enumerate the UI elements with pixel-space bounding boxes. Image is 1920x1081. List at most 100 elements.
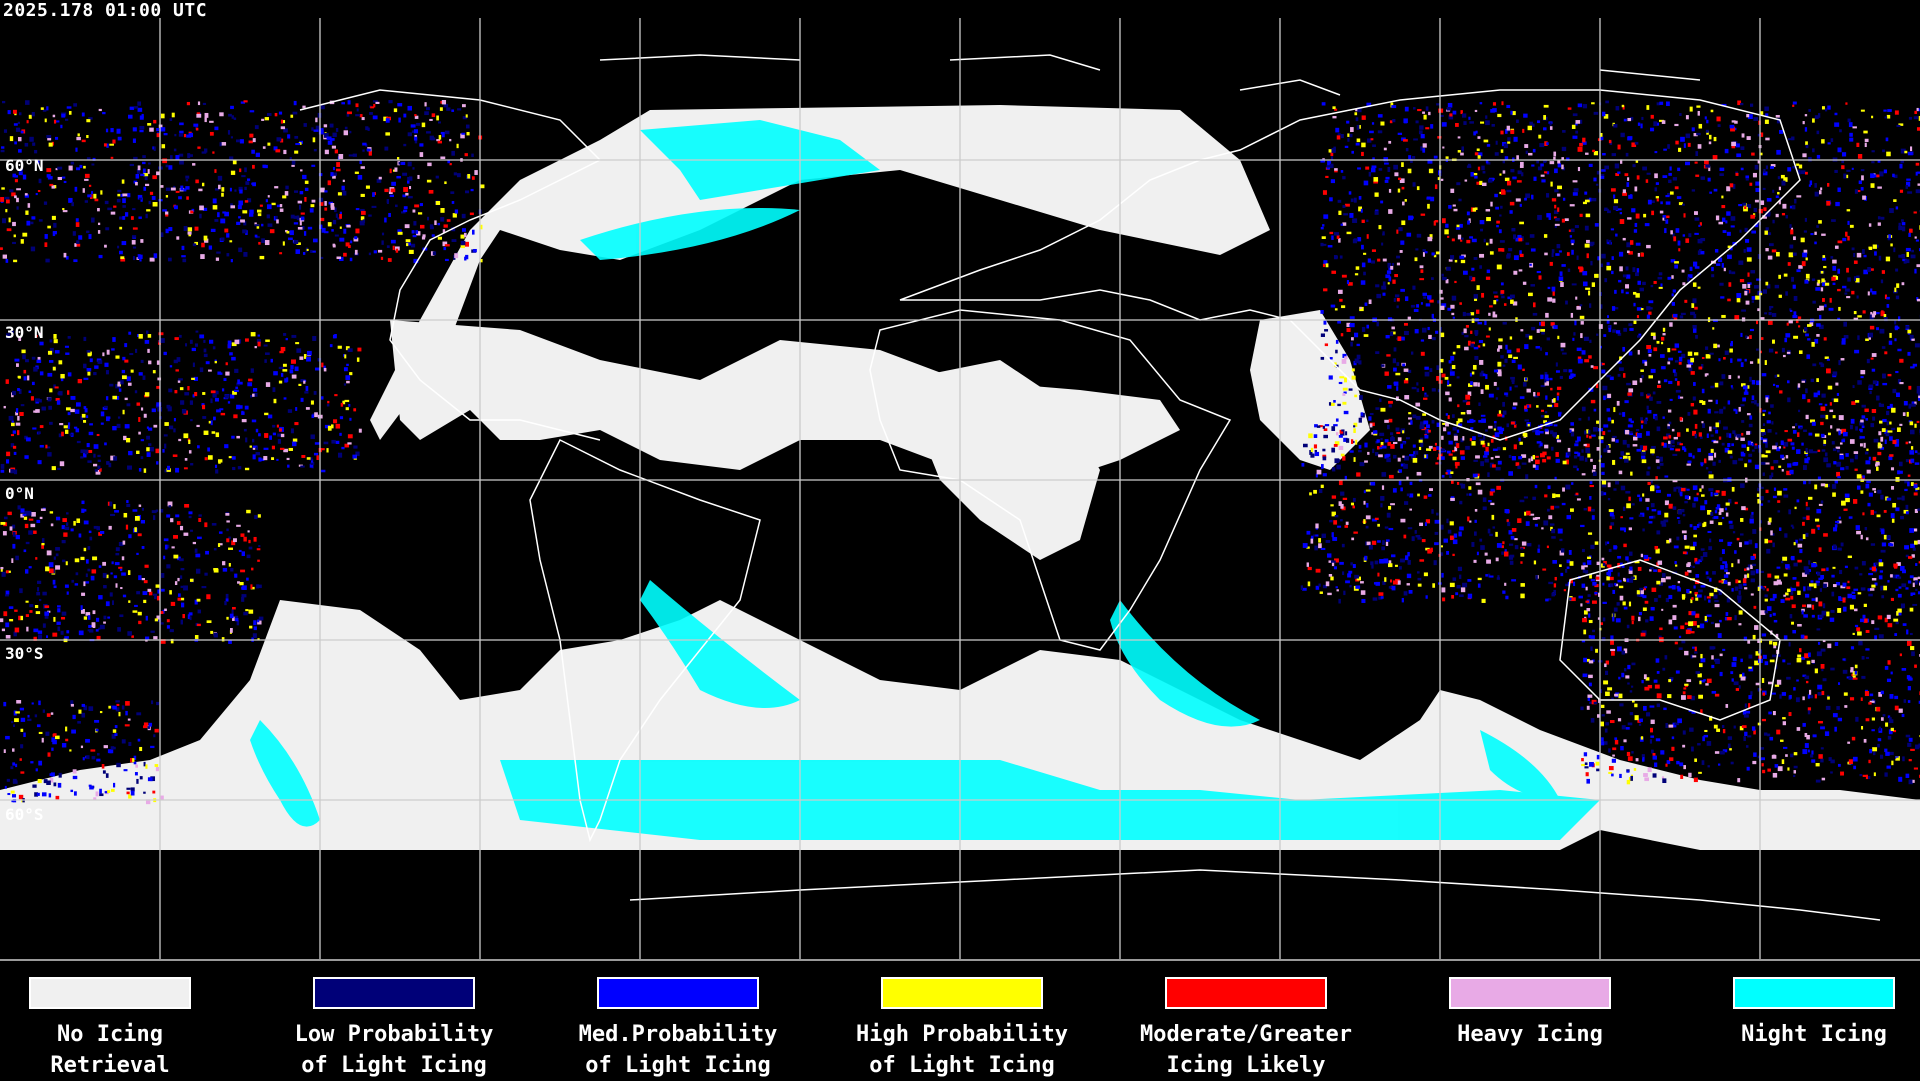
icing-pixel — [180, 186, 183, 191]
icing-pixel — [1536, 405, 1539, 407]
icing-pixel — [1657, 199, 1659, 202]
icing-pixel — [1767, 198, 1772, 202]
icing-pixel — [1474, 347, 1479, 350]
icing-pixel — [1749, 540, 1753, 545]
icing-pixel — [1659, 272, 1663, 275]
icing-pixel — [1403, 535, 1406, 539]
icing-pixel — [281, 434, 284, 437]
icing-pixel — [1390, 503, 1395, 505]
icing-pixel — [1557, 186, 1562, 190]
icing-pixel — [1486, 559, 1491, 563]
icing-pixel — [18, 376, 21, 379]
icing-pixel — [41, 107, 44, 110]
icing-pixel — [123, 436, 126, 440]
icing-pixel — [88, 450, 92, 453]
icing-pixel — [1464, 335, 1468, 337]
icing-pixel — [1403, 118, 1407, 123]
icing-pixel — [1303, 543, 1308, 548]
icing-pixel — [1448, 205, 1451, 209]
icing-pixel — [1436, 513, 1438, 516]
icing-pixel — [157, 360, 160, 364]
icing-pixel — [1499, 214, 1501, 216]
icing-pixel — [103, 616, 106, 620]
icing-pixel — [168, 406, 172, 411]
icing-pixel — [1326, 263, 1329, 267]
icing-pixel — [1412, 387, 1417, 389]
icing-pixel — [83, 364, 86, 369]
icing-pixel — [1751, 578, 1755, 582]
icing-pixel — [42, 592, 46, 596]
icing-pixel — [161, 232, 164, 237]
icing-pixel — [1422, 387, 1424, 391]
icing-pixel — [57, 626, 60, 631]
icing-pixel — [1313, 534, 1315, 536]
icing-pixel — [1350, 450, 1354, 452]
icing-pixel — [1578, 103, 1582, 107]
icing-pixel — [223, 378, 226, 381]
icing-pixel — [57, 608, 60, 612]
icing-pixel — [76, 402, 81, 406]
icing-pixel — [1763, 414, 1765, 416]
icing-pixel — [1510, 295, 1515, 299]
icing-pixel — [1644, 555, 1649, 559]
icing-pixel — [1458, 136, 1461, 138]
icing-pixel — [1719, 173, 1723, 176]
icing-pixel — [1321, 464, 1324, 469]
icing-pixel — [1684, 213, 1686, 217]
icing-pixel — [1544, 379, 1546, 382]
icing-pixel — [59, 360, 63, 364]
icing-pixel — [444, 181, 446, 184]
icing-pixel — [250, 110, 255, 112]
icing-pixel — [139, 372, 143, 375]
icing-pixel — [1854, 350, 1859, 354]
icing-pixel — [162, 158, 167, 163]
icing-pixel — [1701, 548, 1705, 550]
icing-pixel — [229, 240, 232, 242]
icing-pixel — [1803, 465, 1807, 470]
icing-pixel — [3, 255, 7, 259]
icing-pixel — [1570, 422, 1574, 425]
icing-pixel — [81, 501, 84, 504]
icing-pixel — [202, 586, 207, 588]
icing-pixel — [1787, 439, 1792, 442]
icing-pixel — [199, 206, 204, 211]
icing-pixel — [1896, 125, 1900, 127]
icing-pixel — [304, 123, 307, 127]
icing-pixel — [63, 532, 67, 536]
icing-pixel — [1545, 429, 1549, 432]
icing-pixel — [1574, 455, 1577, 458]
icing-pixel — [21, 350, 25, 354]
icing-pixel — [1878, 431, 1881, 435]
icing-pixel — [1678, 241, 1681, 246]
icing-pixel — [24, 517, 27, 520]
icing-pixel — [89, 432, 94, 435]
icing-pixel — [205, 113, 209, 118]
icing-pixel — [391, 182, 396, 186]
icing-pixel — [1445, 392, 1449, 396]
icing-pixel — [1882, 428, 1886, 432]
icing-pixel — [1849, 122, 1853, 127]
icing-pixel — [1544, 105, 1549, 108]
icing-pixel — [244, 429, 247, 432]
icing-pixel — [104, 143, 107, 146]
icing-pixel — [1630, 472, 1632, 476]
icing-pixel — [1591, 365, 1594, 368]
icing-pixel — [1868, 291, 1870, 295]
icing-pixel — [1635, 142, 1639, 145]
icing-pixel — [1612, 153, 1616, 156]
icing-pixel — [1784, 274, 1788, 277]
icing-pixel — [1466, 240, 1470, 243]
icing-pixel — [1501, 296, 1505, 299]
icing-pixel — [89, 531, 92, 533]
icing-pixel — [1454, 434, 1458, 436]
icing-pixel — [1899, 424, 1902, 426]
icing-pixel — [1453, 427, 1457, 430]
icing-pixel — [1341, 170, 1343, 173]
icing-pixel — [1860, 420, 1863, 423]
icing-pixel — [348, 404, 350, 407]
icing-pixel — [1805, 141, 1808, 145]
icing-pixel — [348, 434, 353, 438]
icing-pixel — [1821, 406, 1826, 410]
icing-pixel — [13, 532, 16, 537]
icing-pixel — [1747, 284, 1750, 288]
